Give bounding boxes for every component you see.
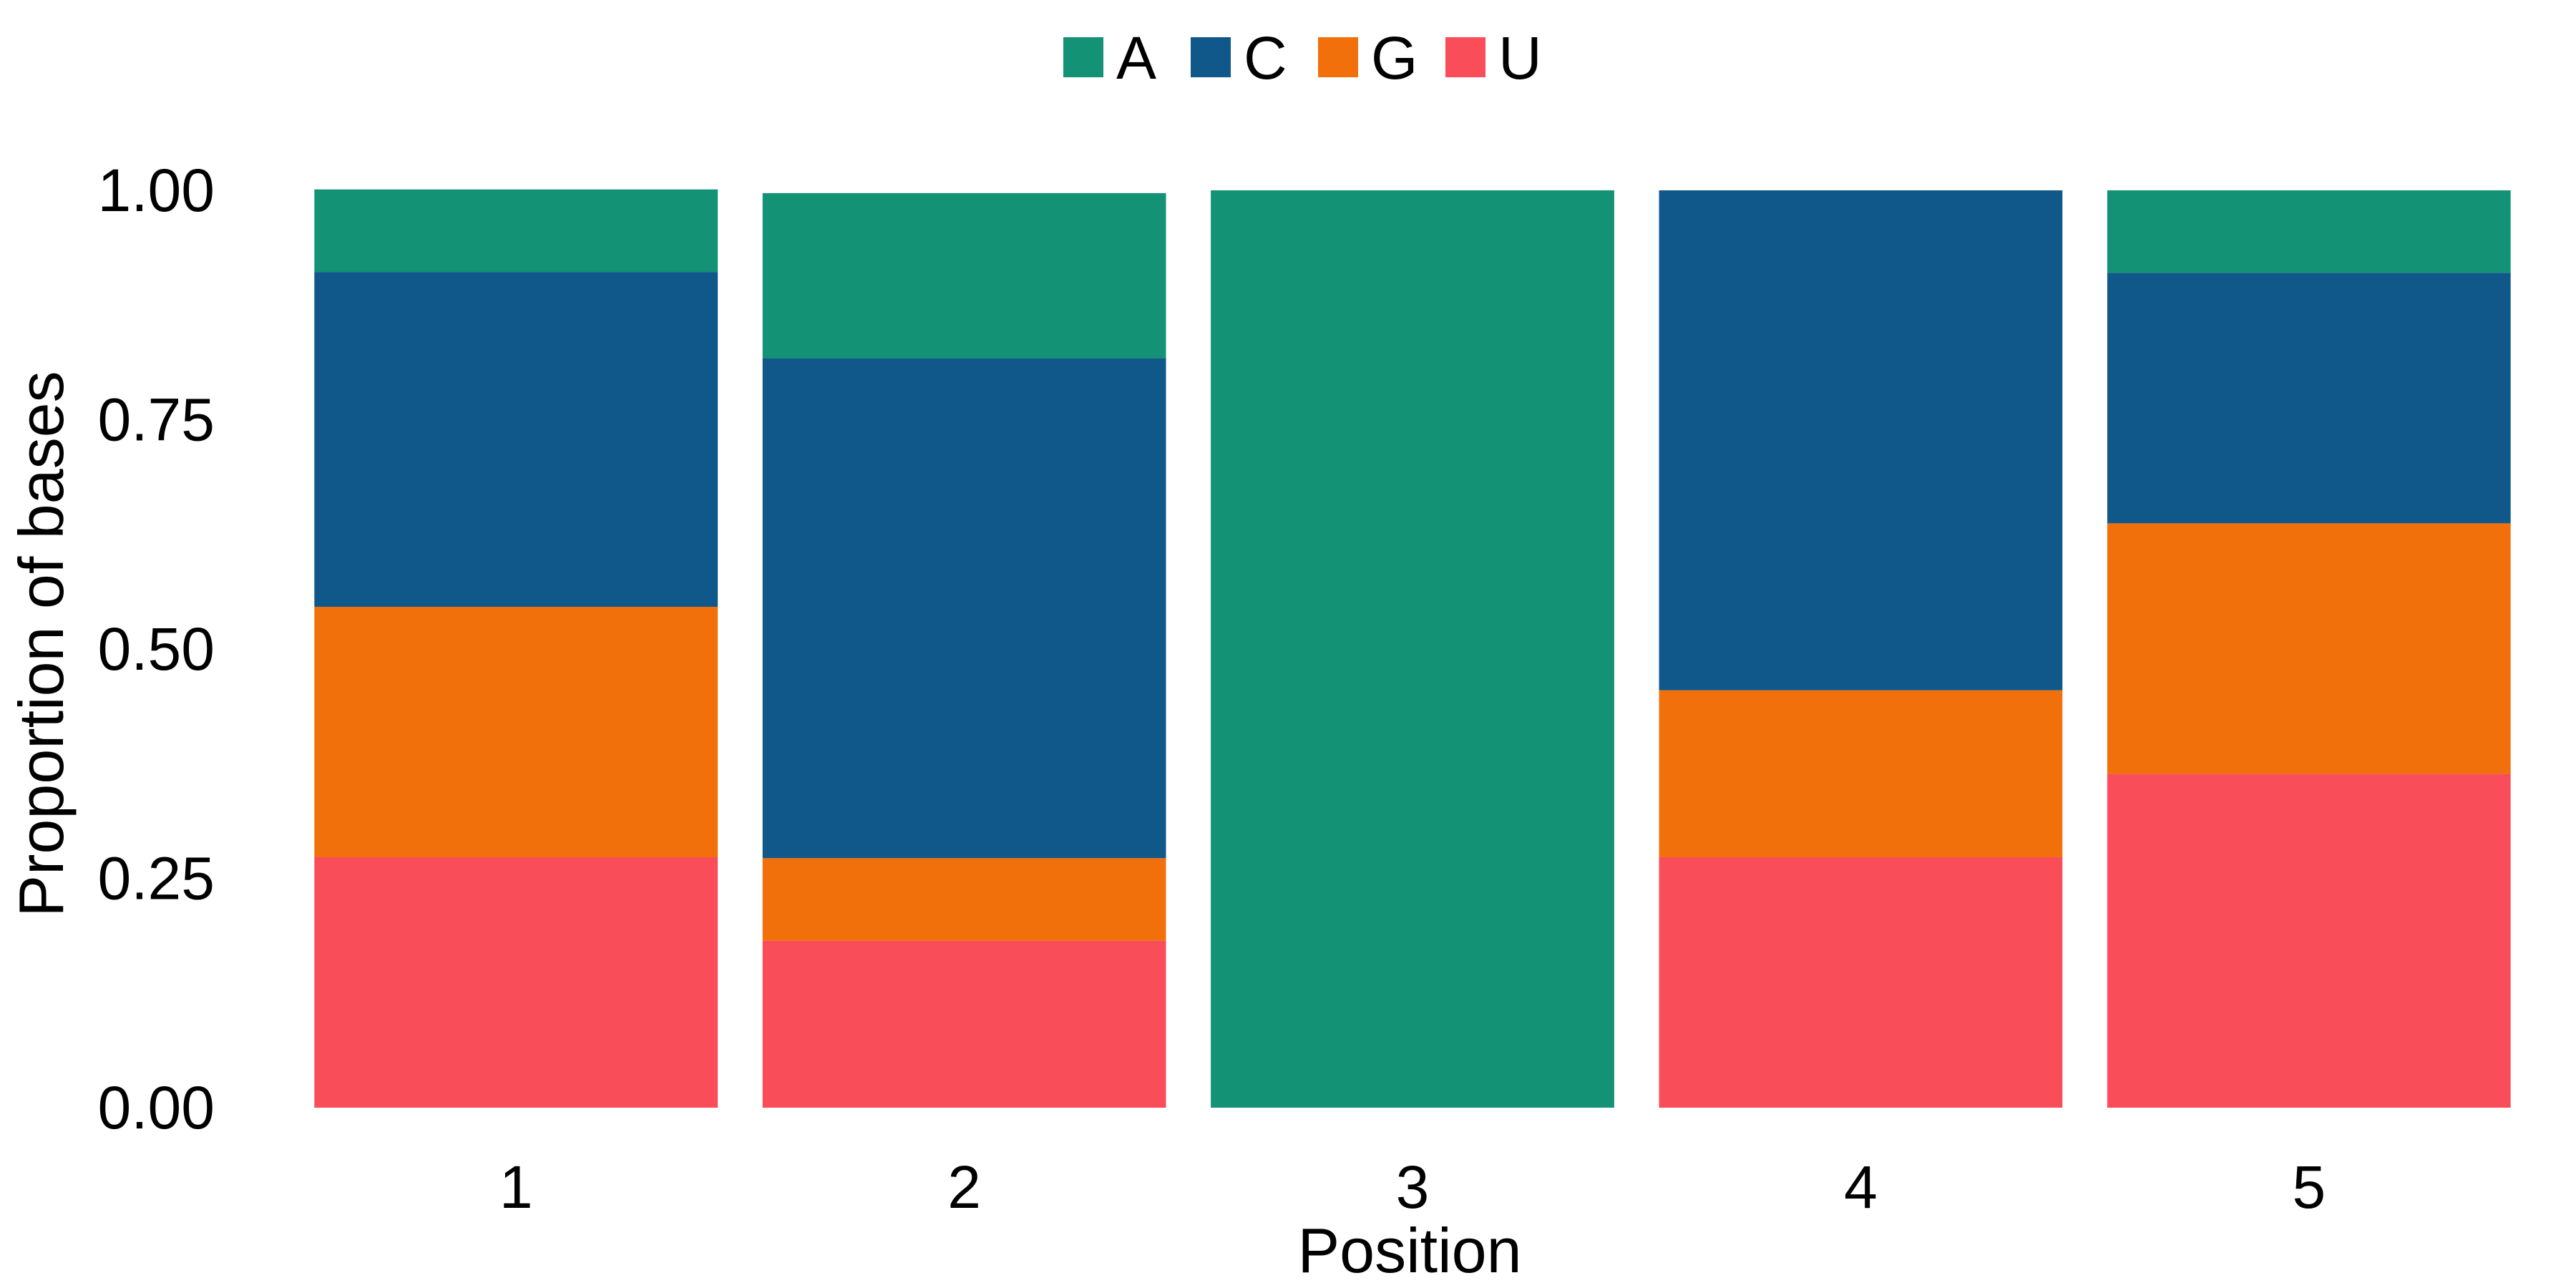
y-tick-label: 0.25 [98, 845, 215, 912]
bar-segment-1-G [314, 607, 718, 858]
bar-segment-2-A [762, 192, 1166, 358]
bar-segment-4-U [1659, 857, 2063, 1108]
x-axis: 1 2 3 4 5 [499, 1153, 2326, 1221]
y-tick-label: 1.00 [98, 157, 215, 224]
bar-segment-1-A [314, 189, 718, 273]
bar-segment-4-G [1659, 690, 2063, 858]
y-tick-label: 0.75 [98, 386, 215, 454]
bar-segment-5-C [2107, 273, 2511, 524]
x-axis-title: Position [1297, 1215, 1521, 1286]
x-tick-label: 2 [947, 1153, 981, 1221]
bar-segment-3-A [1211, 190, 1614, 1108]
bar-segment-2-G [762, 858, 1166, 941]
bar-segment-5-G [2107, 523, 2511, 774]
legend-swatch-A [1063, 37, 1103, 77]
bar-segment-1-U [314, 857, 718, 1108]
y-axis: 0.00 0.25 0.50 0.75 1.00 [98, 157, 215, 1141]
legend-swatch-U [1445, 37, 1485, 77]
bar-segment-5-U [2107, 774, 2511, 1108]
legend-label-U: U [1498, 24, 1542, 92]
bar-segment-2-U [762, 940, 1166, 1108]
bar-segment-2-C [762, 358, 1166, 859]
legend-swatch-G [1318, 37, 1358, 77]
x-tick-label: 1 [499, 1153, 533, 1221]
legend-label-G: G [1371, 24, 1418, 92]
bar-segment-5-A [2107, 190, 2511, 273]
y-axis-title: Proportion of bases [6, 371, 77, 917]
legend-label-A: A [1116, 24, 1156, 92]
plot-area [314, 189, 2511, 1108]
legend-label-C: C [1244, 24, 1287, 92]
x-tick-label: 5 [2292, 1153, 2326, 1221]
bar-segment-4-C [1659, 190, 2063, 691]
legend-swatch-C [1191, 37, 1231, 77]
y-tick-label: 0.00 [98, 1074, 215, 1141]
bar-segment-1-C [314, 272, 718, 608]
y-tick-label: 0.50 [98, 615, 215, 683]
x-tick-label: 4 [1844, 1153, 1878, 1221]
x-tick-label: 3 [1396, 1153, 1430, 1221]
